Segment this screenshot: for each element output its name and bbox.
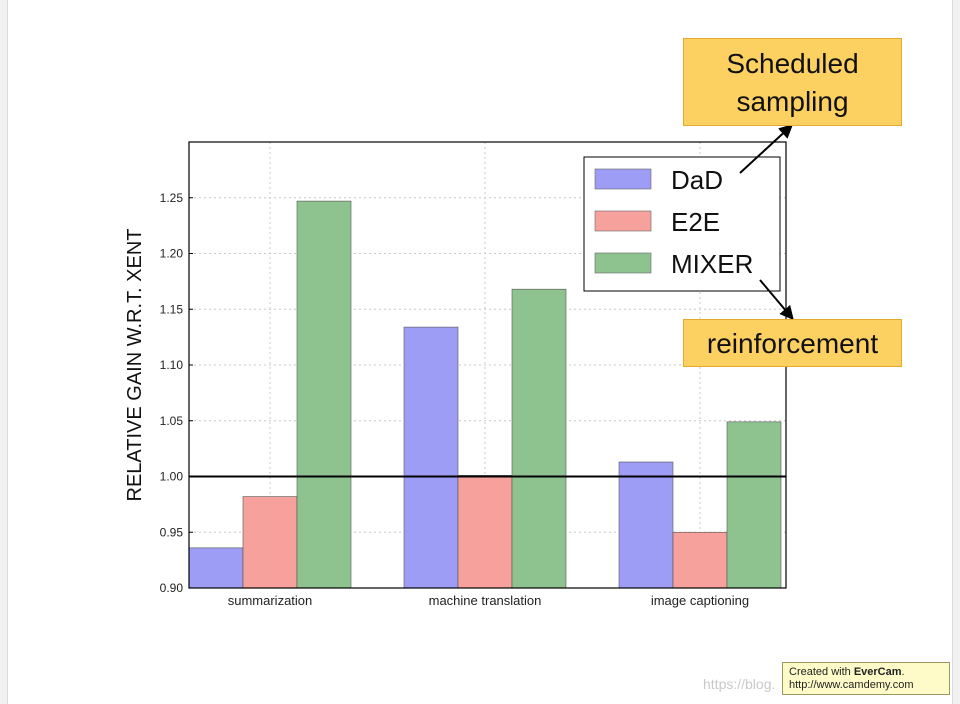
bar-dad-image-captioning xyxy=(618,461,674,589)
y-tick-label: 0.95 xyxy=(160,525,184,539)
legend-swatch-e2e xyxy=(594,210,652,232)
callout-line-1: Scheduled xyxy=(726,48,859,79)
evercam-badge: Created with EverCam. http://www.camdemy… xyxy=(782,662,950,695)
y-tick-label: 1.10 xyxy=(160,358,184,372)
x-tick-label: image captioning xyxy=(651,593,749,608)
scheduled-sampling-callout: Scheduled sampling xyxy=(683,38,902,126)
x-tick-label: machine translation xyxy=(429,593,542,608)
legend-label-mixer: MIXER xyxy=(671,249,753,279)
y-tick-label: 1.05 xyxy=(160,414,184,428)
y-tick-label: 1.20 xyxy=(160,247,184,261)
legend-swatch-mixer xyxy=(594,252,652,274)
y-tick-label: 1.25 xyxy=(160,191,184,205)
reinforcement-callout: reinforcement xyxy=(683,319,902,367)
x-tick-label: summarization xyxy=(228,593,313,608)
callout-line-2: sampling xyxy=(736,86,849,117)
arrow-to-scheduled-sampling xyxy=(739,124,794,174)
right-border xyxy=(952,0,960,704)
bar-dad-machine-translation xyxy=(403,326,459,589)
bar-e2e-machine-translation xyxy=(457,475,513,589)
badge-prefix: Created with xyxy=(789,666,854,678)
bar-mixer-image-captioning xyxy=(726,421,782,589)
badge-brand: EverCam xyxy=(853,666,902,678)
bar-mixer-machine-translation xyxy=(511,288,567,589)
legend-label-dad: DaD xyxy=(671,165,723,195)
y-tick-label: 1.00 xyxy=(160,470,184,484)
y-tick-label: 1.15 xyxy=(160,302,184,316)
badge-url: http://www.camdemy.com xyxy=(789,679,914,691)
bar-e2e-summarization xyxy=(242,496,298,589)
left-border xyxy=(0,0,8,704)
legend-label-e2e: E2E xyxy=(671,207,720,237)
legend-swatch-dad xyxy=(594,168,652,190)
watermark-text: https://blog. xyxy=(703,676,776,692)
bar-e2e-image-captioning xyxy=(672,531,728,589)
badge-suffix: . xyxy=(901,666,905,678)
arrow-to-reinforcement xyxy=(759,279,794,321)
bar-dad-summarization xyxy=(188,547,244,589)
bar-mixer-summarization xyxy=(296,200,352,589)
y-axis-label: RELATIVE GAIN W.R.T. XENT xyxy=(124,228,146,501)
y-tick-label: 0.90 xyxy=(160,581,184,595)
